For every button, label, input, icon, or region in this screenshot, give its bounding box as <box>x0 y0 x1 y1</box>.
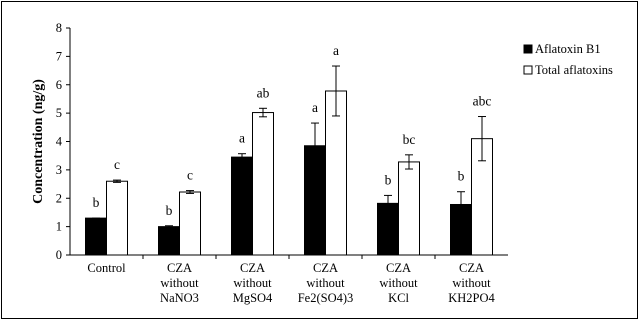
significance-label: abc <box>473 94 492 109</box>
category-label: Fe2(SO4)3 <box>298 291 354 305</box>
category-label: NaNO3 <box>160 291 199 305</box>
y-tick-label: 6 <box>56 78 62 92</box>
significance-label: c <box>114 157 120 172</box>
y-tick-label: 2 <box>56 191 62 205</box>
category-label: Control <box>87 261 126 275</box>
bar-aflatoxin-b1 <box>85 217 107 256</box>
y-tick-label: 1 <box>56 220 62 234</box>
category-label: CZA <box>240 261 265 275</box>
significance-label: b <box>385 172 392 187</box>
y-tick-label: 8 <box>56 21 62 35</box>
y-tick-label: 7 <box>56 49 62 63</box>
legend-label: Total aflatoxins <box>535 63 613 77</box>
y-tick-label: 5 <box>56 106 62 120</box>
y-tick-label: 0 <box>56 248 62 262</box>
category-label: KH2PO4 <box>448 291 495 305</box>
legend-swatch <box>523 65 533 75</box>
significance-label: b <box>166 203 173 218</box>
significance-label: b <box>458 169 465 184</box>
category-label: CZA <box>167 261 192 275</box>
bar-aflatoxin-b1 <box>231 156 253 256</box>
y-tick-label: 4 <box>56 135 63 149</box>
significance-label: b <box>93 195 100 210</box>
significance-label: bc <box>403 132 416 147</box>
bar-total-aflatoxins <box>106 180 128 256</box>
category-label: CZA <box>459 261 484 275</box>
category-label: CZA <box>386 261 411 275</box>
category-label: MgSO4 <box>233 291 273 305</box>
significance-label: ab <box>257 85 270 100</box>
significance-label: c <box>187 168 193 183</box>
category-label: without <box>233 276 272 290</box>
significance-label: a <box>239 131 245 146</box>
y-tick-label: 3 <box>56 163 62 177</box>
legend-swatch <box>523 44 533 54</box>
bar-total-aflatoxins <box>179 191 201 256</box>
bar-aflatoxin-b1 <box>158 226 180 256</box>
significance-label: a <box>333 43 339 58</box>
category-label: without <box>306 276 345 290</box>
bar-total-aflatoxins <box>252 112 274 256</box>
bar-total-aflatoxins <box>398 161 420 256</box>
category-label: without <box>379 276 418 290</box>
category-label: CZA <box>313 261 338 275</box>
category-label: without <box>160 276 199 290</box>
category-label: KCl <box>388 291 409 305</box>
significance-label: a <box>312 100 318 115</box>
y-axis-label: Concentration (ng/g) <box>31 79 46 204</box>
category-label: without <box>452 276 491 290</box>
legend-label: Aflatoxin B1 <box>535 42 601 56</box>
